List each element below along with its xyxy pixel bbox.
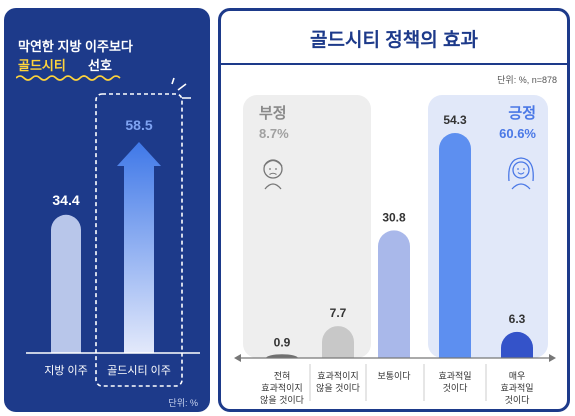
bar-5 (501, 331, 533, 358)
left-panel: 34.4 58.5 지방 이주 골드시티 이주 막연한 지방 이주보다 골드시티 선호… (4, 8, 210, 412)
tick-label: 것이다 (443, 383, 469, 393)
tick-label: 효과적이지 (317, 370, 358, 381)
data-label: 30.8 (382, 210, 406, 224)
tick-label: 골드시티 이주 (107, 364, 171, 377)
tick-label: 전혀 (274, 371, 291, 381)
right-header: 골드시티 정책의 효과 (221, 11, 567, 65)
tick-label: 효과적일 (500, 382, 533, 393)
sparkle-icon (171, 77, 175, 85)
bar-goldcity-move (117, 142, 161, 353)
data-label: 34.4 (52, 192, 79, 208)
tick-label: 매우 (509, 371, 526, 381)
sad-face-icon (263, 159, 283, 190)
tick-label: 효과적일 (438, 370, 471, 381)
wavy-underline-icon (16, 75, 121, 81)
sparkle-icon (177, 83, 187, 91)
right-panel: 골드시티 정책의 효과 단위: %, n=878 부정 8.7% 긍정 60.6% 0.… (218, 8, 570, 412)
bar-1 (266, 354, 298, 358)
data-label: 6.3 (509, 312, 526, 326)
data-label: 54.3 (443, 113, 467, 127)
bar-local-move (51, 214, 81, 353)
tick-label: 보통이다 (377, 371, 411, 381)
happy-face-icon (508, 157, 534, 190)
tick-label: 지방 이주 (44, 364, 88, 377)
negative-value: 8.7% (259, 126, 289, 141)
right-chart: 부정8.7%긍정60.6%0.97.730.854.36.3전혀효과적이지않을 … (234, 95, 556, 405)
positive-value: 60.6% (499, 126, 536, 141)
highlight-box (95, 93, 183, 387)
axis-arrow-right-icon (549, 354, 556, 362)
tick-label: 것이다 (505, 395, 531, 405)
left-title-line1: 막연한 지방 이주보다 (18, 39, 133, 54)
axis-arrow-left-icon (234, 354, 241, 362)
data-label: 58.5 (125, 117, 152, 133)
right-title: 골드시티 정책의 효과 (310, 30, 478, 51)
positive-label: 긍정 (508, 104, 536, 122)
bar-2 (322, 326, 354, 358)
data-label: 0.9 (274, 335, 291, 349)
negative-label: 부정 (259, 104, 287, 122)
left-title-highlight: 골드시티 (18, 58, 66, 73)
left-title-rest: 선호 (88, 58, 112, 73)
tick-label: 않을 것이다 (260, 395, 305, 405)
bar-3 (378, 230, 410, 358)
left-chart: 34.4 58.5 지방 이주 골드시티 이주 (26, 77, 200, 387)
tick-label: 효과적이지 (261, 382, 302, 393)
tick-label: 않을 것이다 (316, 383, 361, 393)
left-unit-label: 단위: % (168, 398, 198, 408)
data-label: 7.7 (330, 306, 347, 320)
bar-4 (439, 133, 471, 358)
right-unit-label: 단위: %, n=878 (497, 75, 557, 85)
